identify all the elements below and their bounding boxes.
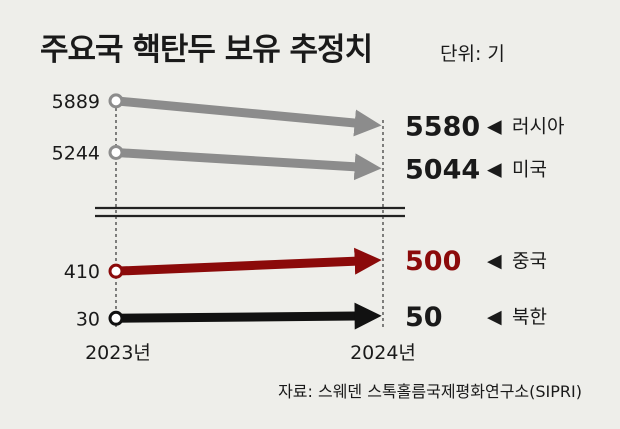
legend-pointer-north-korea: ◀ (487, 306, 502, 328)
series-name-label-north-korea: 북한 (512, 306, 547, 328)
start-point-usa (108, 144, 124, 160)
start-value-label-north-korea: 30 (76, 308, 100, 330)
series-name-label-usa: 미국 (512, 158, 547, 180)
series-line-north-korea (115, 302, 382, 330)
end-value-label-china: 500 (405, 246, 461, 277)
start-value-label-russia: 5889 (52, 91, 100, 113)
series-name-label-russia: 러시아 (512, 116, 564, 138)
legend-pointer-russia: ◀ (487, 116, 502, 138)
start-point-china (108, 263, 124, 279)
unit-label: 단위: 기 (440, 43, 505, 65)
x-tick-label-2023: 2023년 (85, 342, 151, 364)
end-value-label-usa: 5044 (405, 154, 480, 185)
start-point-north-korea (108, 310, 124, 326)
end-value-label-north-korea: 50 (405, 302, 443, 333)
series-line-china (115, 247, 382, 276)
legend-pointer-usa: ◀ (487, 158, 502, 180)
series-layer (108, 93, 382, 330)
series-line-russia (115, 96, 382, 137)
chart-title: 주요국 핵탄두 보유 추정치 (40, 32, 372, 68)
series-line-usa (115, 147, 382, 181)
start-point-russia (108, 93, 124, 109)
start-value-label-china: 410 (64, 261, 100, 283)
labels-layer: 5889 5580 ◀ 러시아 5244 5044 ◀ 미국 410 500 ◀ 중국 30 50 ◀ 북한 (52, 91, 565, 333)
end-value-label-russia: 5580 (405, 112, 480, 143)
legend-pointer-china: ◀ (487, 250, 502, 272)
series-name-label-china: 중국 (512, 250, 547, 272)
start-value-label-usa: 5244 (52, 142, 100, 164)
x-tick-label-2024: 2024년 (350, 342, 416, 364)
source-note: 자료: 스웨덴 스톡홀름국제평화연구소(SIPRI) (278, 382, 582, 401)
